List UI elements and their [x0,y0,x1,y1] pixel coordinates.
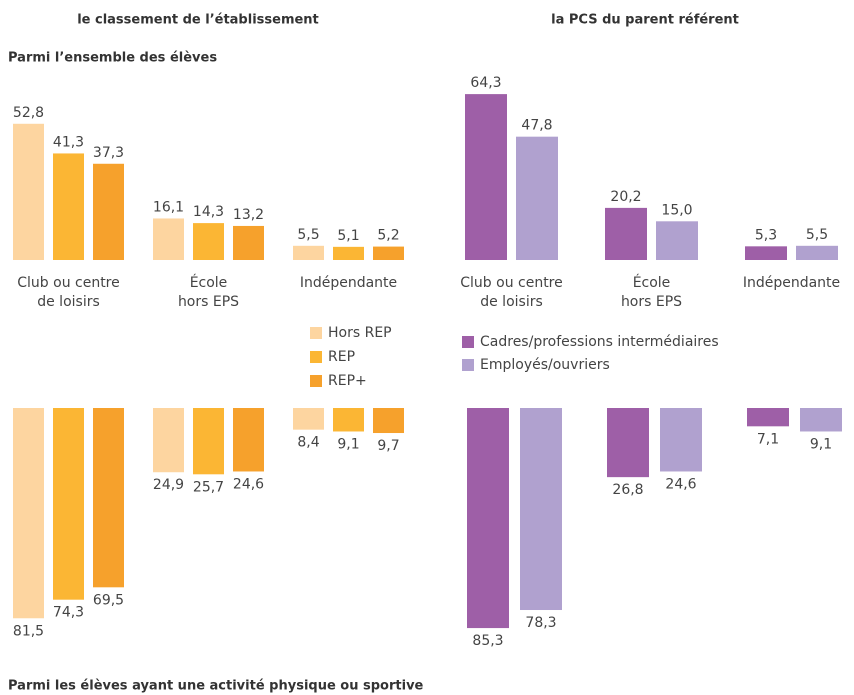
bar [660,408,702,472]
x-tick-label: Club ou centre de loisirs [17,275,120,310]
value-label: 7,1 [757,431,779,447]
bar [373,408,404,434]
bar [333,408,364,432]
column-title: le classement de l’établissement [77,13,319,28]
legend-swatch [462,359,474,371]
value-label: 14,3 [193,204,224,220]
bar [516,136,558,260]
bar [796,245,838,260]
bar [467,408,509,629]
value-label: 52,8 [13,105,44,121]
value-label: 81,5 [13,623,44,639]
x-tick-label: Indépendante [300,275,397,291]
value-label: 5,5 [806,227,828,243]
bar [747,408,789,427]
value-label: 25,7 [193,479,224,495]
value-label: 24,6 [665,476,696,492]
value-label: 15,0 [661,202,692,218]
value-label: 41,3 [53,134,84,150]
value-label: 26,8 [612,482,643,498]
bar [153,218,184,260]
value-label: 5,1 [337,228,359,244]
value-label: 69,5 [93,592,124,608]
bar [93,408,124,588]
legend-label: Hors REP [328,325,392,341]
value-label: 64,3 [470,75,501,91]
column-title: la PCS du parent référent [551,13,739,28]
value-label: 9,1 [337,436,359,452]
x-tick-label: École hors EPS [178,274,239,310]
bar [800,408,842,432]
value-label: 5,3 [755,227,777,243]
bar [293,408,324,430]
value-label: 5,2 [377,228,399,244]
legend-label: Cadres/professions intermédiaires [480,334,719,350]
bar [153,408,184,473]
value-label: 16,1 [153,199,184,215]
bar [233,408,264,472]
legend-label: Employés/ouvriers [480,357,610,373]
x-tick-label: Indépendante [743,275,840,291]
bar [53,153,84,260]
legend-swatch [462,336,474,348]
value-label: 47,8 [521,118,552,134]
value-label: 85,3 [472,633,503,649]
value-label: 8,4 [297,435,319,451]
value-label: 78,3 [525,615,556,631]
bar [193,408,224,475]
bar [745,246,787,260]
value-label: 74,3 [53,605,84,621]
legend-label: REP+ [328,373,367,389]
x-tick-label: Club ou centre de loisirs [460,275,563,310]
value-label: 13,2 [233,207,264,223]
bar [465,94,507,260]
bar [373,246,404,260]
value-label: 20,2 [610,189,641,205]
bar [193,223,224,260]
legend-swatch [310,327,322,339]
bar [53,408,84,600]
bar [333,246,364,260]
value-label: 9,7 [377,438,399,454]
bar [520,408,562,611]
bar [93,163,124,260]
bar [13,123,44,260]
value-label: 24,9 [153,477,184,493]
bar [13,408,44,619]
bar [293,245,324,260]
legend-swatch [310,351,322,363]
value-label: 9,1 [810,436,832,452]
bar [656,221,698,260]
bar [233,225,264,260]
row-title: Parmi l’ensemble des élèves [8,51,217,66]
value-label: 37,3 [93,145,124,161]
bar [607,408,649,478]
value-label: 5,5 [297,227,319,243]
row-title: Parmi les élèves ayant une activité phys… [8,679,424,694]
legend-label: REP [328,349,355,365]
bar [605,207,647,260]
x-tick-label: École hors EPS [621,274,682,310]
legend-swatch [310,375,322,387]
value-label: 24,6 [233,476,264,492]
